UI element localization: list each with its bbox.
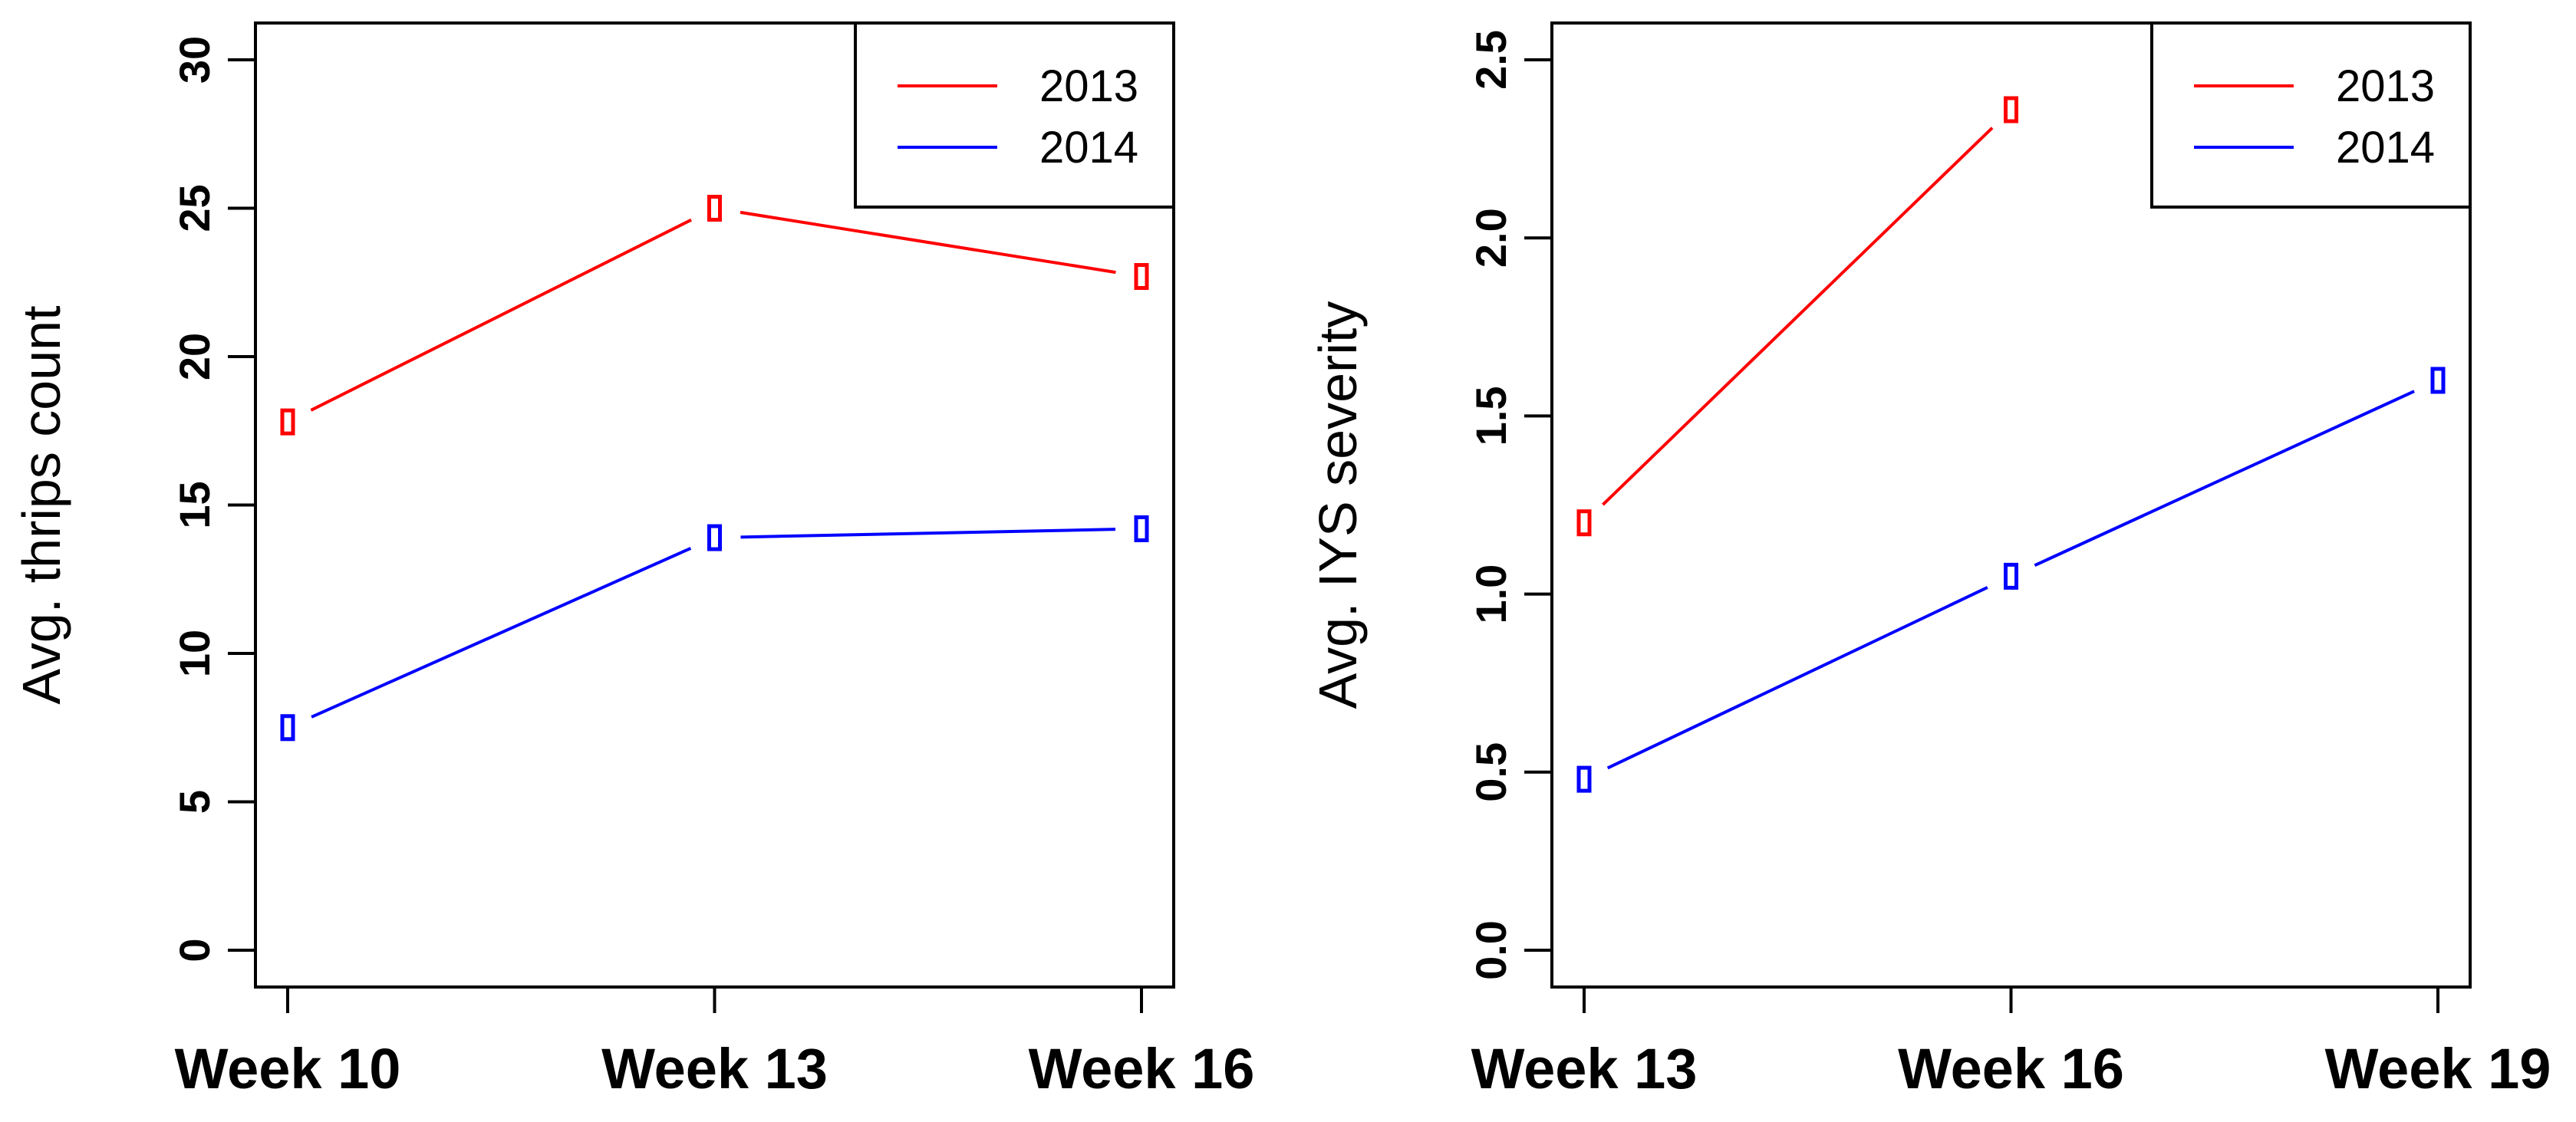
iys-xtick-label: Week 19 [2325, 1037, 2551, 1101]
iys-series-2014-point [2004, 562, 2018, 590]
thrips-ytick-label: 5 [170, 790, 219, 814]
iys-series-2014-point [1576, 765, 1592, 793]
iys-series-2013-point [2004, 96, 2018, 123]
iys-series-2013-point [1576, 509, 1592, 537]
thrips-series-2013-segment [310, 218, 692, 412]
iys-series-2014-segment [1606, 586, 1988, 770]
iys-ytick-label: 0.0 [1467, 920, 1515, 980]
thrips-legend-label-2013: 2013 [1039, 61, 1138, 111]
thrips-ytick-label: 15 [170, 481, 219, 528]
thrips-legend-label-2014: 2014 [1039, 123, 1138, 173]
thrips-xtick-label: Week 13 [601, 1037, 828, 1101]
thrips-series-2014-point [280, 714, 295, 742]
thrips-ytick-label: 30 [170, 36, 219, 84]
thrips-series-2014-segment [740, 528, 1116, 539]
thrips-ytick-label: 25 [170, 184, 219, 232]
thrips-series-2014-point [707, 524, 722, 551]
thrips-series-2014-segment [311, 547, 692, 719]
iys-legend [2150, 21, 2472, 209]
iys-xtick-label: Week 13 [1471, 1037, 1698, 1101]
iys-series-2014-point [2430, 367, 2446, 394]
iys-ytick-label: 2.5 [1467, 30, 1515, 90]
thrips-ylabel: Avg. thrips count [12, 305, 71, 704]
iys-legend-label-2014: 2014 [2336, 123, 2435, 173]
iys-ytick-label: 2.0 [1467, 208, 1515, 268]
iys-ytick-label: 1.0 [1467, 564, 1515, 624]
iys-severity-panel: 0.0 0.5 1.0 1.5 2.0 2.5 Week 13 Week 16 Week 19 A… [1308, 21, 2551, 1101]
thrips-series-2013-point [1134, 263, 1149, 291]
iys-ytick-label: 0.5 [1467, 742, 1515, 802]
iys-xtick-label: Week 16 [1898, 1037, 2124, 1101]
thrips-xtick-label: Week 10 [175, 1037, 401, 1101]
iys-series-2014-segment [2034, 390, 2415, 568]
iys-series-2013-segment [1602, 127, 1994, 506]
thrips-count-panel: 0 5 10 15 20 25 30 Week 10 Week 13 Week 16 Avg. th… [12, 21, 1255, 1101]
thrips-series-2014-point [1134, 515, 1149, 542]
iys-ytick-label: 1.5 [1467, 386, 1515, 446]
thrips-ytick-label: 0 [170, 938, 219, 962]
thrips-legend [854, 21, 1175, 209]
thrips-series-2013-point [280, 408, 295, 436]
thrips-series-2013-point [707, 195, 722, 222]
iys-legend-label-2013: 2013 [2336, 61, 2435, 111]
thrips-series-2013-segment [740, 210, 1116, 275]
thrips-ytick-label: 20 [170, 333, 219, 380]
thrips-xtick-label: Week 16 [1029, 1037, 1255, 1101]
iys-ylabel: Avg. IYS severity [1308, 301, 1368, 709]
thrips-ytick-label: 10 [170, 630, 219, 677]
